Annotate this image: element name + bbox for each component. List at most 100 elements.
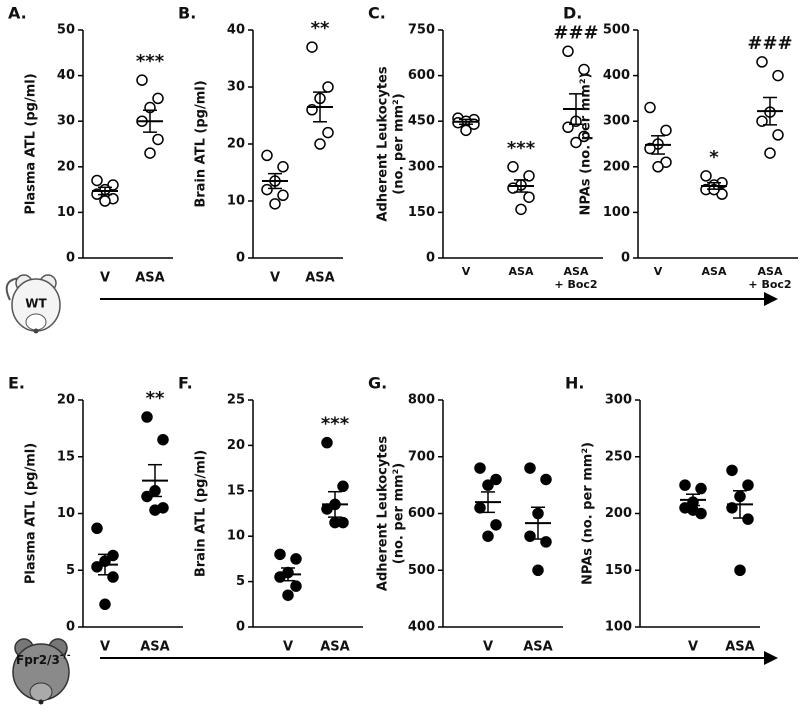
genotype-superscript: -/- (60, 651, 71, 661)
x-tick-label: V (270, 271, 280, 286)
data-point (524, 462, 536, 474)
y-tick-label: 300 (605, 393, 632, 408)
data-point (141, 411, 153, 423)
y-tick-label: 0 (66, 620, 75, 635)
data-point (269, 198, 281, 210)
x-tick-label: V (283, 640, 293, 655)
data-point (726, 464, 738, 477)
data-point (756, 56, 768, 68)
data-point (562, 45, 574, 58)
data-point (482, 530, 494, 542)
data-point (679, 479, 691, 491)
y-tick-label: 250 (605, 449, 632, 464)
y-tick-label: 30 (57, 114, 75, 129)
y-axis-label: NPAs (no. per mm²) (581, 442, 596, 585)
data-point (322, 81, 334, 93)
data-point (321, 436, 333, 449)
data-point (274, 548, 286, 561)
y-tick-label: 500 (603, 23, 630, 38)
y-tick-label: 600 (408, 68, 435, 83)
significance-label: ** (146, 388, 165, 409)
x-tick-label: ASA + Boc2 (554, 265, 597, 291)
data-point (764, 147, 776, 159)
x-tick-label: V (654, 265, 663, 278)
panel-label: A. (8, 4, 27, 23)
wt-mouse-icon: WT (5, 274, 61, 334)
x-tick-label: V (688, 640, 698, 655)
data-point (515, 203, 527, 216)
data-point (660, 124, 672, 137)
data-point (523, 191, 535, 203)
y-tick-label: 10 (57, 506, 75, 521)
x-tick-label: ASA (725, 640, 755, 655)
y-tick-label: 300 (408, 159, 435, 174)
data-point (261, 149, 273, 162)
genotype-name: Fpr2/3 (16, 653, 60, 667)
panel-label: B. (178, 4, 196, 23)
y-tick-label: 5 (236, 574, 245, 589)
x-tick-label: V (483, 640, 493, 655)
panel-label: H. (565, 374, 584, 393)
data-point (644, 142, 656, 155)
significance-label: * (709, 147, 719, 168)
data-point (695, 482, 707, 495)
x-tick-label: ASA (135, 271, 165, 286)
y-axis-label: Brain ATL (pg/ml) (194, 80, 209, 207)
significance-label: *** (507, 138, 536, 159)
data-point (322, 126, 334, 139)
data-point (742, 513, 754, 525)
panel-label: C. (368, 4, 386, 23)
data-point (756, 115, 768, 127)
data-point (540, 473, 552, 486)
y-tick-label: 15 (57, 449, 75, 464)
data-point (474, 462, 486, 474)
data-point (687, 504, 699, 516)
y-tick-label: 40 (57, 68, 75, 83)
y-axis-label: Brain ATL (pg/ml) (194, 450, 209, 577)
data-point (490, 473, 502, 486)
y-tick-label: 40 (227, 23, 245, 38)
genotype-label: WT (25, 297, 47, 311)
data-point (578, 63, 590, 76)
data-point (474, 502, 486, 514)
y-tick-label: 300 (603, 114, 630, 129)
data-point (532, 564, 544, 576)
y-axis-label: NPAs (no. per mm²) (579, 73, 594, 216)
y-tick-label: 0 (426, 251, 435, 266)
data-point (306, 41, 318, 53)
y-tick-label: 10 (227, 529, 245, 544)
data-point (482, 479, 494, 491)
y-tick-label: 400 (603, 68, 630, 83)
y-tick-label: 0 (621, 251, 630, 266)
data-point (99, 195, 111, 207)
y-tick-label: 150 (408, 205, 435, 220)
data-point (700, 170, 712, 182)
data-point (91, 561, 103, 573)
y-tick-label: 100 (605, 620, 632, 635)
genotype-label: Fpr2/3-/- (16, 651, 71, 667)
y-tick-label: 0 (66, 251, 75, 266)
y-tick-label: 750 (408, 23, 435, 38)
panel-label: E. (8, 374, 25, 393)
x-tick-label: ASA (523, 640, 553, 655)
data-point (578, 130, 590, 143)
y-axis-label: (no. per mm²) (392, 93, 407, 194)
data-point (772, 129, 784, 141)
y-tick-label: 20 (227, 438, 245, 453)
y-axis-label: Adherent Leukocytes (376, 66, 391, 221)
data-point (144, 147, 156, 159)
data-point (107, 571, 119, 583)
y-axis-label: (no. per mm²) (392, 463, 407, 564)
arrow-head (764, 651, 778, 665)
data-point (523, 170, 535, 182)
y-axis-label: Adherent Leukocytes (376, 436, 391, 591)
data-point (91, 174, 103, 187)
x-tick-label: ASA (140, 640, 170, 655)
x-tick-label: ASA (305, 271, 335, 286)
y-tick-label: 200 (603, 159, 630, 174)
ko-mouse-icon: Fpr2/3-/- (12, 638, 71, 705)
data-point (644, 101, 656, 114)
x-tick-label: ASA + Boc2 (748, 265, 791, 291)
data-point (136, 74, 148, 86)
